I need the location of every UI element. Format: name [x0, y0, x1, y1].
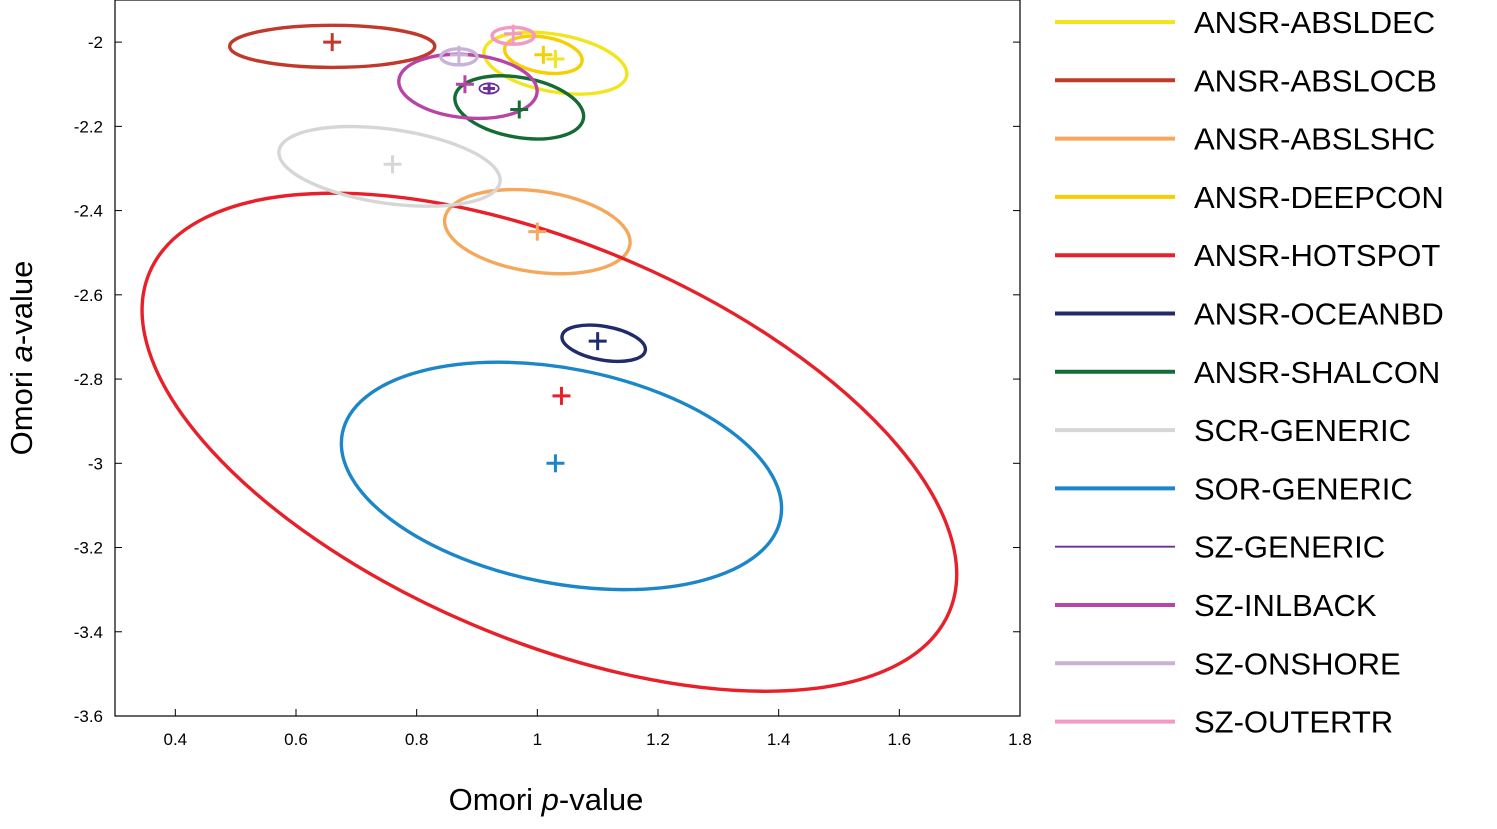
legend-label: SZ-OUTERTR [1194, 705, 1393, 740]
marker-ansr-oceanbd [588, 332, 607, 351]
legend-label: ANSR-ABSLOCB [1194, 63, 1437, 98]
x-axis: 0.4 0.6 0.8 1 1.2 1.4 1.6 1.8 [164, 709, 1032, 749]
legend-label: ANSR-HOTSPOT [1194, 238, 1440, 273]
marker-ansr-shalcon [510, 100, 529, 119]
marker-scr-generic [383, 155, 402, 174]
legend-label: ANSR-ABSLSHC [1194, 122, 1435, 157]
ellipse-sz-inlback [397, 52, 539, 121]
y-tick-label: -2.6 [74, 286, 103, 305]
y-tick-label: -3.6 [74, 707, 103, 726]
ellipse-ansr-absldec [482, 30, 629, 96]
ellipse-ansr-deepcon [502, 34, 584, 76]
ellipse-ansr-oceanbd [560, 323, 648, 364]
legend-item: SZ-ONSHORE [1055, 646, 1401, 681]
confidence-ellipses [140, 23, 959, 693]
y-tick-label: -2.2 [74, 117, 103, 136]
ellipse-ansr-shalcon [453, 74, 586, 141]
x-axis-title: Omori p-value [449, 782, 644, 817]
ellipse-scr-generic [277, 124, 502, 208]
ellipse-ansr-hotspot [140, 191, 959, 693]
legend-item: ANSR-ABSLSHC [1055, 122, 1435, 157]
marker-ansr-hotspot [552, 386, 571, 405]
y-tick-label: -3 [88, 454, 103, 473]
x-tick-label: 0.4 [164, 730, 188, 749]
legend-label: SZ-GENERIC [1194, 530, 1385, 565]
x-tick-label: 1.2 [646, 730, 670, 749]
y-tick-label: -3.4 [74, 623, 103, 642]
ellipse-ansr-abslocb [227, 23, 437, 70]
legend-item: SZ-OUTERTR [1055, 705, 1393, 740]
x-tick-label: 1.8 [1008, 730, 1032, 749]
legend-label: ANSR-DEEPCON [1194, 180, 1444, 215]
marker-sor-generic [546, 454, 565, 473]
legend-label: SZ-ONSHORE [1194, 646, 1401, 681]
y-axis: -2 -2.2 -2.4 -2.6 -2.8 -3 -3.2 -3.4 -3.6 [74, 33, 1020, 726]
marker-ansr-absldec [546, 49, 565, 68]
x-tick-label: 1 [533, 730, 542, 749]
marker-sz-outertr [504, 24, 523, 43]
legend-label: SCR-GENERIC [1194, 413, 1411, 448]
y-tick-label: -3.2 [74, 539, 103, 558]
y-axis-title: Omori a-value [4, 261, 39, 456]
legend-label: ANSR-ABSLDEC [1194, 5, 1435, 40]
y-tick-label: -2.8 [74, 370, 103, 389]
legend-item: ANSR-SHALCON [1055, 355, 1440, 390]
marker-ansr-abslshc [528, 222, 547, 241]
legend-label: ANSR-SHALCON [1194, 355, 1440, 390]
marker-ansr-deepcon [534, 45, 553, 64]
legend-item: SZ-INLBACK [1055, 588, 1377, 623]
legend: ANSR-ABSLDEC ANSR-ABSLOCB ANSR-ABSLSHC ANSR… [1055, 5, 1444, 740]
legend-item: ANSR-ABSLOCB [1055, 63, 1437, 98]
legend-item: ANSR-ABSLDEC [1055, 5, 1435, 40]
legend-label: SZ-INLBACK [1194, 588, 1377, 623]
legend-item: SOR-GENERIC [1055, 471, 1413, 506]
plot-frame [114, 0, 1021, 717]
marker-sz-inlback [455, 75, 474, 94]
y-tick-label: -2 [88, 33, 103, 52]
x-tick-label: 0.8 [405, 730, 429, 749]
x-tick-label: 0.6 [284, 730, 308, 749]
legend-label: SOR-GENERIC [1194, 471, 1413, 506]
legend-item: ANSR-DEEPCON [1055, 180, 1444, 215]
marker-ansr-abslocb [323, 33, 342, 52]
ellipse-ansr-abslshc [442, 187, 632, 276]
marker-sz-onshore [449, 45, 468, 64]
x-tick-label: 1.4 [767, 730, 791, 749]
point-markers [323, 24, 607, 473]
legend-item: SCR-GENERIC [1055, 413, 1411, 448]
x-tick-label: 1.6 [888, 730, 912, 749]
y-tick-label: -2.4 [74, 202, 103, 221]
marker-sz-generic [483, 82, 496, 95]
legend-item: ANSR-HOTSPOT [1055, 238, 1440, 273]
legend-item: ANSR-OCEANBD [1055, 297, 1444, 332]
legend-label: ANSR-OCEANBD [1194, 297, 1444, 332]
legend-item: SZ-GENERIC [1055, 530, 1385, 565]
ellipse-sor-generic [339, 360, 784, 592]
